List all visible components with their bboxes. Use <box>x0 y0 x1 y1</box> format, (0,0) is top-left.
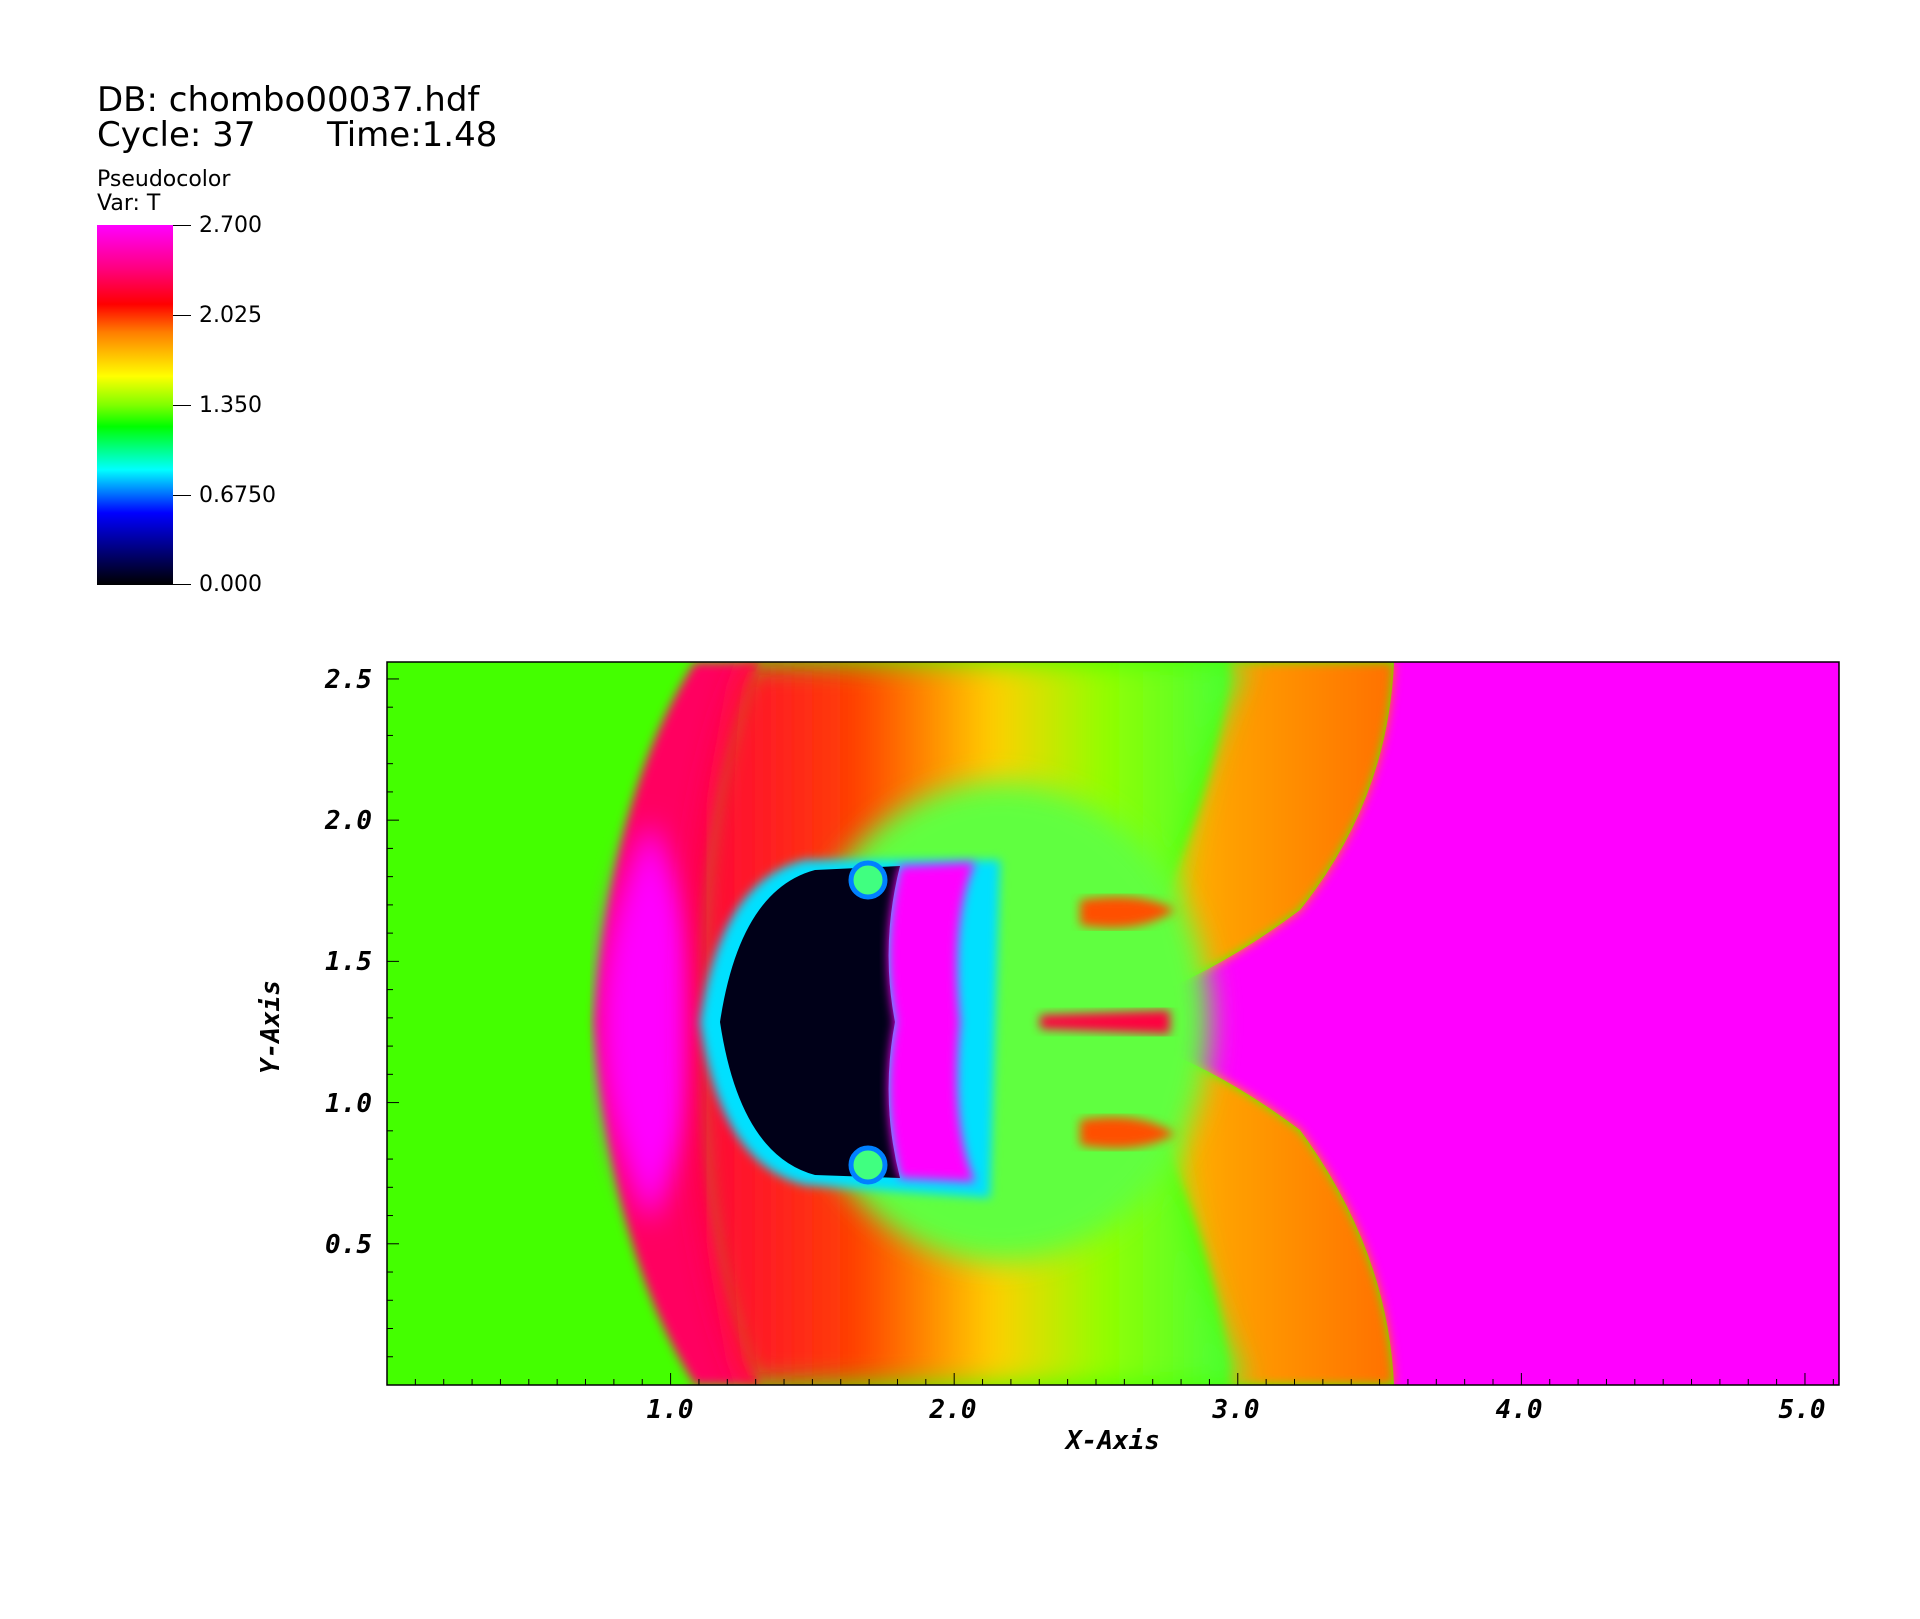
colorbar-label-3: 1.350 <box>199 393 262 418</box>
colorbar-tick <box>173 584 191 585</box>
colorbar-label-max: 2.700 <box>199 213 262 238</box>
y-tick-label: 1.0 <box>325 1089 372 1119</box>
x-axis-ticks <box>414 1373 1834 1385</box>
colorbar-tick <box>173 225 191 226</box>
cycle-label: Cycle: 37 <box>97 115 256 155</box>
legend-title: Pseudocolor <box>97 167 231 192</box>
jet-tail <box>1040 1010 1170 1034</box>
time-label: Time:1.48 <box>327 115 498 155</box>
y-tick-label: 2.5 <box>324 665 372 695</box>
colorbar-label-4: 0.6750 <box>199 483 276 508</box>
colorbar-label-min: 0.000 <box>199 572 262 597</box>
y-axis-title: Y-Axis <box>256 980 286 1074</box>
y-tick-label: 1.5 <box>325 947 372 977</box>
upper-arm <box>1080 896 1175 928</box>
legend-variable: Var: T <box>97 191 161 216</box>
vortex-region <box>888 862 975 1182</box>
bubble-core <box>720 866 900 1178</box>
colorbar-tick <box>173 495 191 496</box>
y-axis-ticks <box>387 678 399 1358</box>
orange-band <box>1060 662 1394 1385</box>
x-tick-label: 2.0 <box>929 1395 977 1425</box>
lower-arm <box>1080 1117 1175 1149</box>
vortex-ring-top <box>848 860 888 900</box>
colorbar <box>97 225 173 585</box>
x-tick-label: 4.0 <box>1496 1395 1543 1425</box>
y-tick-label: 2.0 <box>324 806 372 836</box>
vortex-ring-bottom <box>848 1145 888 1185</box>
x-axis-title: X-Axis <box>1064 1426 1160 1456</box>
colorbar-tick <box>173 405 191 406</box>
bow-shock-core <box>600 820 700 1225</box>
x-tick-label: 1.0 <box>647 1395 694 1425</box>
x-tick-label: 3.0 <box>1212 1395 1260 1425</box>
x-tick-label: 5.0 <box>1779 1395 1826 1425</box>
post-shock-region <box>1060 662 1839 1385</box>
database-label: DB: chombo00037.hdf <box>97 80 480 120</box>
colorbar-label-2: 2.025 <box>199 303 262 328</box>
cycle-time-line: Cycle: 37 Time:1.48 <box>97 115 497 155</box>
colorbar-tick <box>173 315 191 316</box>
y-tick-label: 0.5 <box>325 1230 372 1260</box>
plot-frame <box>386 661 1840 1386</box>
heatmap-field <box>387 662 1839 1385</box>
